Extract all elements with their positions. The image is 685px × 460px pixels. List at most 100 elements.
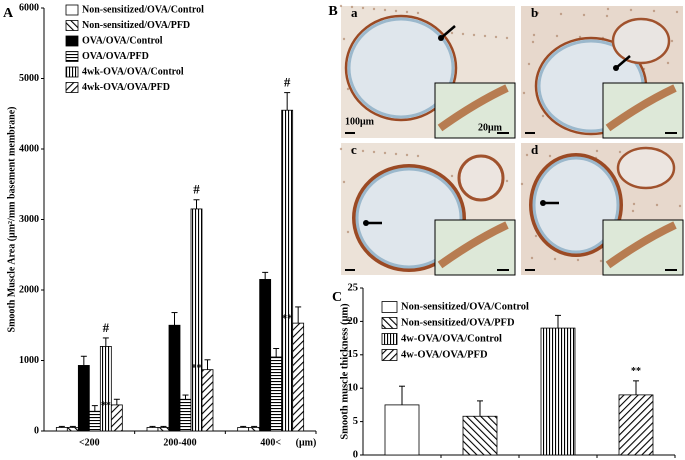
- significance-mark: #: [284, 75, 291, 90]
- significance-mark: **: [192, 363, 202, 374]
- panel-label: A: [3, 6, 14, 21]
- error-bar: [113, 398, 120, 405]
- error-bar: [102, 337, 109, 347]
- arrow-head: [363, 220, 369, 226]
- legend-swatch: [65, 20, 79, 31]
- legend-swatch: [381, 349, 398, 361]
- bar: [618, 394, 654, 456]
- micrograph: c: [339, 142, 516, 276]
- y-tick-label: 0: [34, 425, 39, 436]
- cell-nucleus: [520, 182, 524, 186]
- legend-label: 4wk-OVA/OVA/Control: [82, 66, 184, 77]
- cell-nucleus: [541, 114, 545, 118]
- x-unit-label: (μm): [296, 437, 317, 448]
- cell-nucleus: [483, 34, 487, 38]
- cell-nucleus: [350, 5, 354, 9]
- micrograph: a: [339, 4, 516, 139]
- y-tick-label: 10: [348, 383, 359, 394]
- legend-swatch: [65, 4, 79, 16]
- y-tick-label: 2000: [19, 284, 39, 295]
- error-bar: [477, 400, 483, 417]
- bar: [110, 404, 123, 432]
- airway-lumen: [344, 14, 458, 122]
- panel-label: C: [332, 290, 342, 305]
- vessel: [611, 17, 671, 65]
- cell-nucleus: [372, 150, 376, 154]
- cell-nucleus: [536, 11, 540, 15]
- cell-nucleus: [599, 259, 603, 263]
- cell-nucleus: [595, 149, 599, 153]
- bar: [201, 369, 214, 432]
- cell-nucleus: [372, 7, 376, 11]
- cell-nucleus: [350, 148, 354, 152]
- y-tick-label: 0: [353, 449, 358, 460]
- legend-swatch: [65, 51, 79, 62]
- cell-nucleus: [666, 61, 670, 65]
- legend-swatch: [65, 82, 79, 93]
- cell-nucleus: [450, 174, 454, 178]
- error-bar: [69, 425, 76, 428]
- bar: [179, 398, 192, 432]
- cell-nucleus: [383, 8, 387, 12]
- error-bar: [160, 425, 167, 428]
- inset-tissue: [605, 84, 677, 132]
- legend-label: OVA/OVA/Control: [82, 35, 163, 46]
- significance-mark: *: [172, 395, 177, 406]
- bar: [88, 410, 101, 432]
- cell-nucleus: [416, 11, 420, 15]
- legend-label: Non-sensitized/OVA/Control: [82, 4, 204, 15]
- cell-nucleus: [632, 202, 636, 206]
- cell-nucleus: [494, 35, 498, 39]
- significance-mark: *: [81, 407, 86, 418]
- cell-nucleus: [342, 180, 346, 184]
- error-bar: [193, 199, 200, 209]
- subpanel-label: b: [531, 5, 538, 20]
- cell-nucleus: [652, 9, 656, 13]
- vessel: [457, 154, 505, 202]
- cell-nucleus: [525, 153, 529, 157]
- x-tick-label: 400<: [260, 437, 281, 448]
- arrow: [440, 25, 456, 39]
- cell-nucleus: [346, 230, 350, 234]
- legend-swatch: [65, 35, 79, 47]
- significance-mark: **: [631, 366, 641, 377]
- cell-nucleus: [505, 179, 509, 183]
- legend-label: 4w-OVA/OVA/Control: [401, 333, 502, 344]
- cell-nucleus: [522, 91, 526, 95]
- bar: [146, 427, 159, 432]
- arrow-head: [540, 200, 546, 206]
- y-tick-label: 25: [348, 282, 359, 293]
- significance-mark: *: [263, 351, 268, 362]
- bar: [270, 356, 283, 432]
- cell-nucleus: [631, 209, 635, 213]
- bar: [190, 208, 203, 432]
- significance-mark: #: [103, 320, 110, 335]
- error-bar: [204, 359, 211, 370]
- legend-swatch: [65, 66, 79, 78]
- cell-nucleus: [405, 153, 409, 157]
- legend-label: Non-sensitized/OVA/Control: [401, 301, 529, 312]
- cell-nucleus: [346, 87, 350, 91]
- y-tick-label: 6000: [19, 2, 39, 13]
- panel-label: B: [328, 4, 337, 19]
- inset-tissue: [437, 84, 509, 132]
- legend-label: Non-sensitized/OVA/PFD: [82, 20, 190, 31]
- legend-swatch: [381, 317, 398, 329]
- error-bar: [251, 425, 258, 428]
- cell-nucleus: [405, 10, 409, 14]
- inset-tissue: [605, 221, 677, 269]
- legend-label: 4wk-OVA/OVA/PFD: [82, 82, 170, 93]
- bar: [248, 427, 261, 432]
- epithelium: [347, 17, 455, 119]
- bar: [292, 322, 305, 432]
- error-bar: [262, 271, 269, 280]
- bar: [168, 324, 181, 432]
- cell-nucleus: [461, 32, 465, 36]
- bar: [540, 327, 576, 456]
- cell-nucleus: [553, 257, 557, 261]
- legend-label: OVA/OVA/PFD: [82, 51, 149, 62]
- error-bar: [182, 394, 189, 400]
- y-tick-label: 3000: [19, 214, 39, 225]
- vessel: [616, 146, 676, 190]
